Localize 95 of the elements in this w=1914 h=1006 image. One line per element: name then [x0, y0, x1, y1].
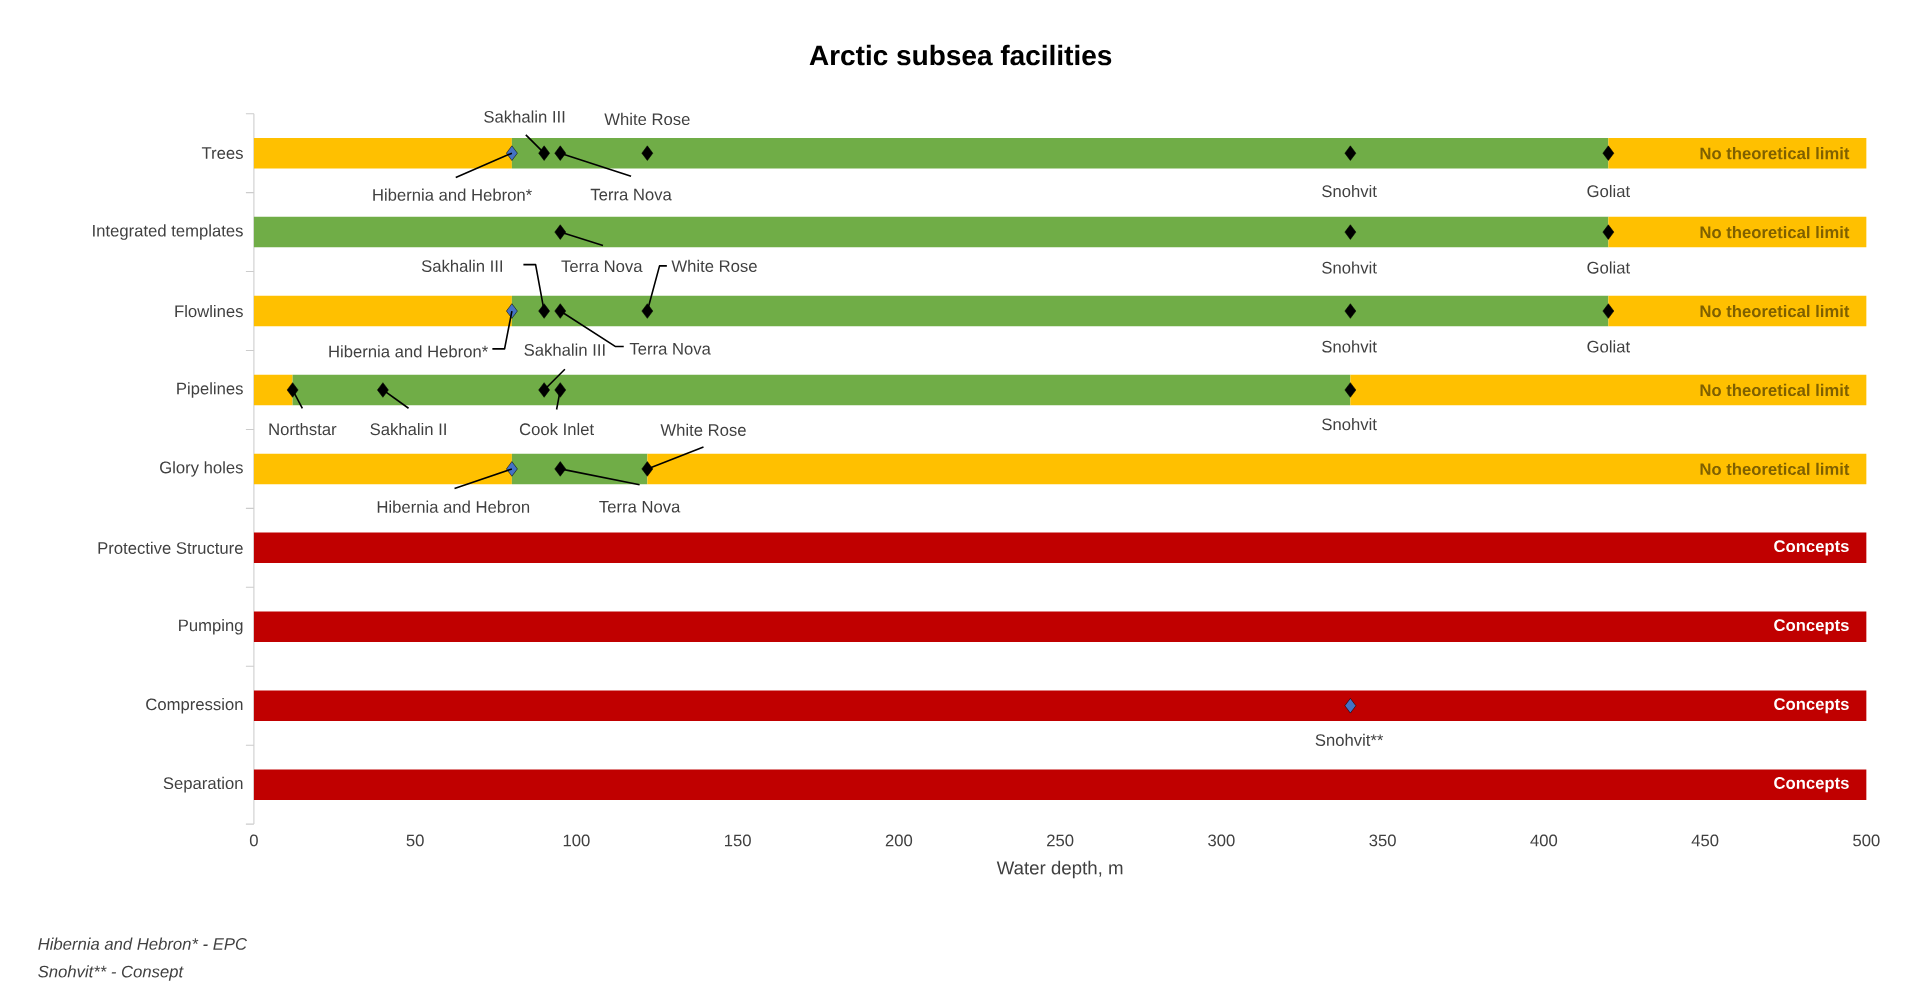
point: [554, 145, 567, 161]
data-label: Hibernia and Hebron: [377, 500, 530, 513]
data-label: Terra Nova: [561, 260, 643, 273]
y-tick-label: Pipelines: [177, 382, 243, 398]
bar: [647, 453, 1867, 485]
bar: [253, 216, 1609, 248]
point: [641, 461, 654, 477]
point: [506, 461, 518, 477]
point: [1344, 382, 1357, 398]
data-label: Snohvit: [1322, 340, 1377, 353]
bar: [253, 374, 293, 406]
point: [377, 382, 389, 398]
data-label: Snohvit: [1322, 261, 1377, 274]
x-tick-label: 400: [1530, 834, 1558, 847]
point: [1602, 145, 1615, 161]
data-label: White Rose: [660, 423, 746, 436]
x-tick-label: 250: [1047, 834, 1074, 847]
bar: [511, 453, 648, 485]
point: [554, 382, 567, 398]
bar: [511, 295, 1609, 327]
data-label: Goliat: [1587, 261, 1630, 274]
data-label: Northstar: [269, 422, 337, 436]
x-tick-label: 0: [249, 834, 258, 847]
data-label: Concepts: [1774, 777, 1849, 793]
data-label: No theoretical limit: [1700, 462, 1850, 476]
y-tick-label: Pumping: [179, 619, 243, 635]
x-tick-label: 500: [1853, 834, 1880, 847]
y-tick-label: Protective Structure: [98, 541, 243, 554]
y-tick-label: Integrated templates: [93, 224, 243, 240]
y-tick-label: Glory holes: [160, 461, 243, 477]
text: Hibernia and Hebron* - EPC: [38, 937, 248, 950]
data-label: White Rose: [671, 259, 757, 272]
point: [1344, 698, 1357, 714]
data-label: No theoretical limit: [1700, 304, 1850, 318]
point: [554, 461, 567, 477]
data-label: Sakhalin III: [421, 259, 503, 272]
x-tick-label: 100: [563, 834, 590, 847]
data-label: Snohvit**: [1315, 733, 1384, 747]
data-label: No theoretical limit: [1700, 147, 1850, 160]
point: [506, 145, 518, 161]
point: [641, 145, 654, 161]
point: [1344, 303, 1357, 319]
bar: [253, 453, 512, 485]
point: [538, 145, 550, 161]
bar: [511, 137, 1609, 169]
bar: [253, 295, 512, 327]
data-label: Hibernia and Hebron*: [373, 188, 532, 201]
data-label: Terra Nova: [599, 500, 681, 513]
bar: [292, 374, 1351, 406]
bar: [253, 690, 1867, 721]
x-tick-label: 300: [1208, 834, 1235, 847]
data-label: No theoretical limit: [1700, 383, 1850, 397]
data-label: Snohvit: [1322, 184, 1377, 198]
point: [1344, 145, 1357, 161]
x-tick-label: 350: [1369, 834, 1396, 847]
bar: [253, 532, 1867, 564]
data-label: Snohvit: [1322, 418, 1377, 431]
bar: [253, 137, 512, 169]
data-label: Cook Inlet: [519, 422, 594, 436]
text: Snohvit** - Consept: [38, 965, 184, 981]
data-label: Sakhalin III: [524, 343, 605, 356]
data-label: Concepts: [1774, 540, 1849, 556]
point: [1602, 303, 1615, 319]
data-label: Terra Nova: [590, 188, 672, 201]
y-tick-label: Trees: [201, 147, 243, 159]
y-tick-label: Compression: [146, 697, 243, 714]
point: [538, 382, 550, 398]
data-label: Concepts: [1774, 619, 1849, 635]
bar: [253, 769, 1867, 800]
point: [1344, 224, 1357, 240]
data-label: Goliat: [1587, 184, 1630, 198]
point: [641, 303, 654, 319]
x-tick-label: 50: [406, 834, 424, 847]
data-label: Hibernia and Hebron*: [329, 345, 488, 358]
y-tick-label: Flowlines: [175, 304, 243, 318]
data-label: Terra Nova: [629, 343, 711, 355]
data-label: White Rose: [604, 112, 690, 126]
data-label: Concepts: [1774, 698, 1849, 714]
data-label: No theoretical limit: [1700, 225, 1850, 239]
y-tick-label: Separation: [163, 776, 243, 793]
x-axis-title: Water depth, m: [996, 860, 1123, 879]
data-label: Sakhalin III: [484, 110, 565, 123]
bar: [1350, 374, 1867, 406]
data-label: Goliat: [1587, 340, 1630, 353]
chart-title: Arctic subsea facilities: [809, 44, 1112, 66]
x-tick-label: 150: [725, 834, 751, 847]
point: [538, 303, 550, 319]
x-tick-label: 450: [1691, 834, 1719, 847]
point: [1602, 224, 1615, 240]
point: [286, 382, 299, 398]
data-label: Sakhalin II: [370, 422, 446, 436]
point: [554, 303, 567, 319]
bar: [253, 611, 1867, 643]
x-tick-label: 200: [885, 834, 913, 847]
point: [554, 224, 567, 240]
